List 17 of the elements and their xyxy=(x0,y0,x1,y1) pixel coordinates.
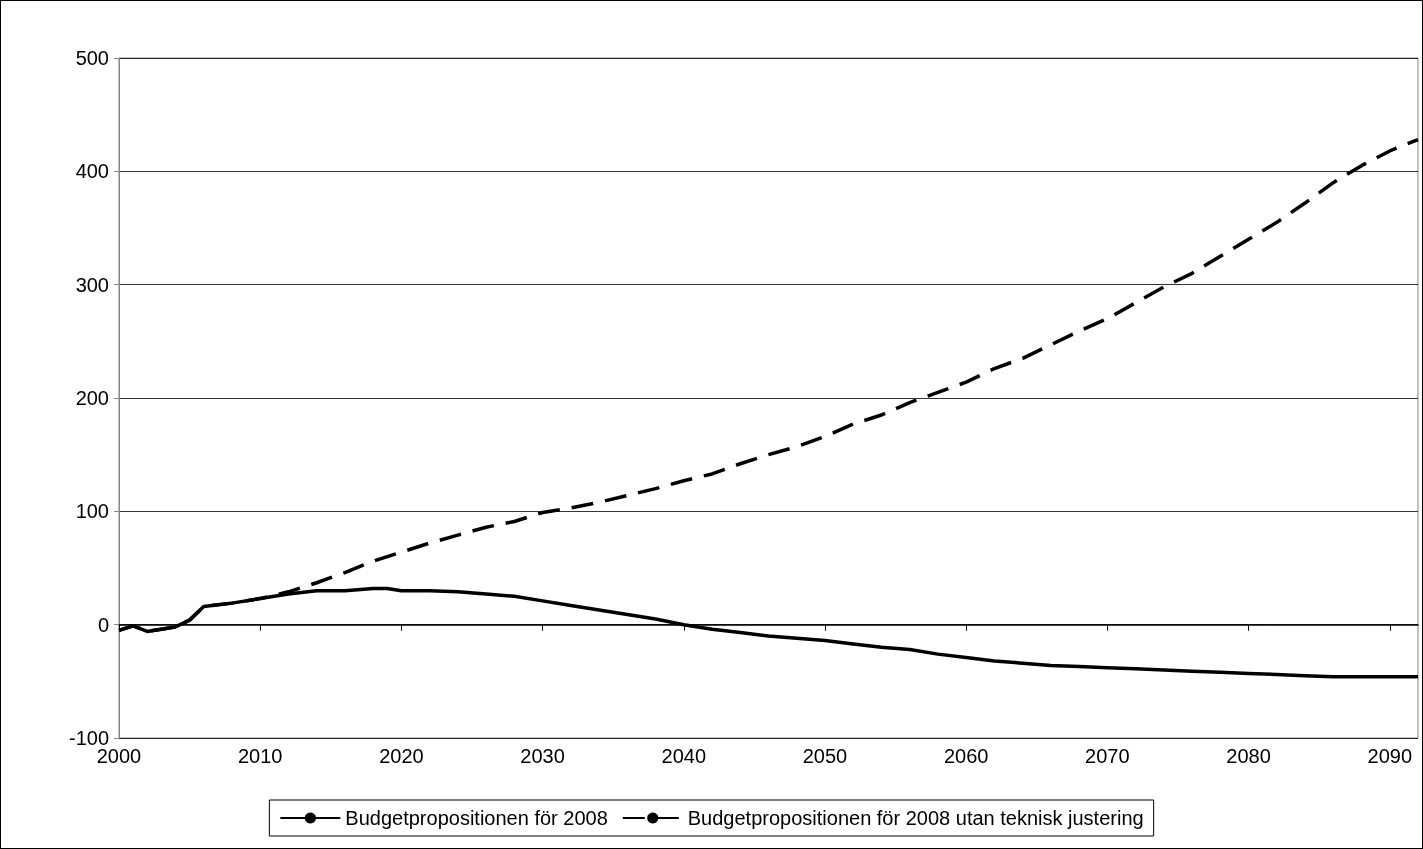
x-tick-label: 2010 xyxy=(237,745,283,767)
x-tick-label: 2030 xyxy=(520,745,565,767)
x-tick-label: 2090 xyxy=(1367,745,1413,767)
y-tick-label: 100 xyxy=(75,500,109,523)
x-tick-label: 2020 xyxy=(379,745,424,767)
y-tick-label: 200 xyxy=(75,387,109,409)
y-tick-label: 400 xyxy=(75,160,109,183)
x-tick-label: 2070 xyxy=(1085,745,1130,767)
x-tick-label: 2060 xyxy=(943,745,989,767)
x-tick-label: 2080 xyxy=(1226,745,1271,767)
y-tick-label: 0 xyxy=(97,613,109,636)
x-tick-label: 2050 xyxy=(802,745,848,767)
legend-label: Budgetpropositionen för 2008 xyxy=(345,807,608,829)
legend-label: Budgetpropositionen för 2008 utan teknisk justering xyxy=(687,807,1144,829)
x-tick-label: 2040 xyxy=(661,745,707,767)
y-tick-label: 500 xyxy=(75,47,109,69)
y-tick-label: 300 xyxy=(75,273,109,296)
